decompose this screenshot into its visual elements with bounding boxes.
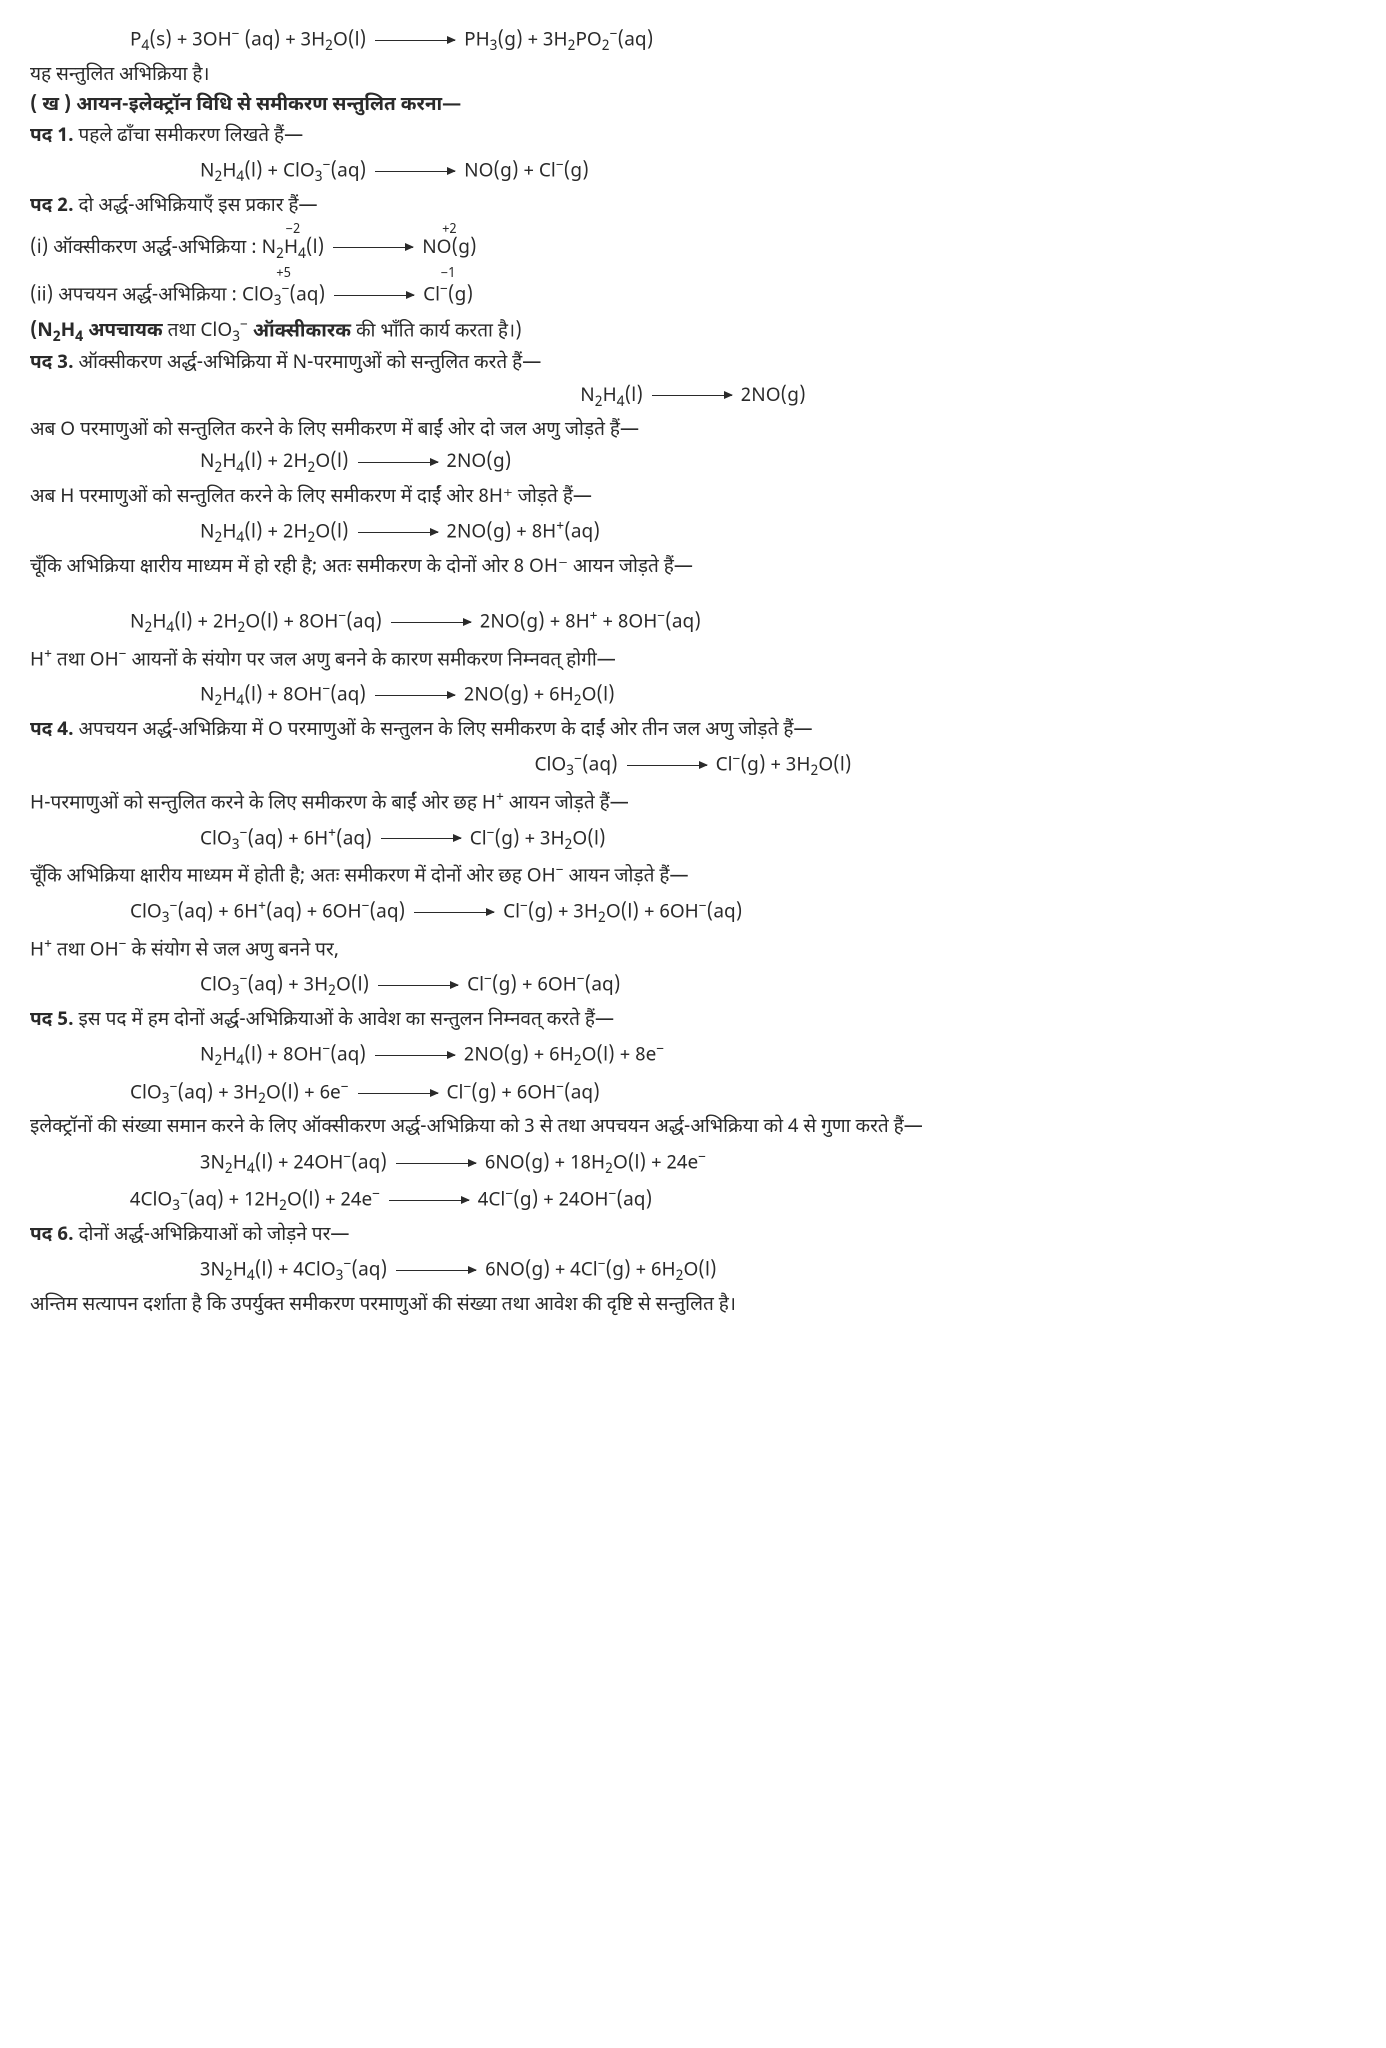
text: पहले ढाँचा समीकरण लिखते हैं— [74,124,304,149]
bold-text: (N2H4 अपचायक [30,319,163,344]
equation: ClO3−(aq) + 6H+(aq) + 6OH−(aq) Cl−(g) + … [30,896,1356,930]
text: (i) ऑक्सीकरण अर्द्ध-अभिक्रिया : [30,236,262,261]
text-line: यह सन्तुलित अभिक्रिया है। [30,62,1356,91]
formula: +2NO(g) [422,235,476,264]
text-line: अब H परमाणुओं को सन्तुलित करने के लिए सम… [30,484,1356,513]
formula: +5ClO3−(aq) [242,279,325,313]
text-line: H+ तथा OH− के संयोग से जल अणु बनने पर, [30,934,1356,966]
text: अपचयन अर्द्ध-अभिक्रिया में O परमाणुओं के… [74,718,813,743]
equation: 3N2H4(l) + 24OH−(aq) 6NO(g) + 18H2O(l) +… [30,1147,1356,1181]
equation: ClO3−(aq) Cl−(g) + 3H2O(l) [30,749,1356,783]
equation: N2H4(l) + 2H2O(l) 2NO(g) [30,449,1356,479]
text: (ii) अपचयन अर्द्ध-अभिक्रिया : [30,284,242,309]
text-line: पद 5. इस पद में हम दोनों अर्द्ध-अभिक्रिय… [30,1007,1356,1036]
equation: N2H4(l) + 8OH−(aq) 2NO(g) + 6H2O(l) [30,679,1356,713]
text-line: H-परमाणुओं को सन्तुलित करने के लिए समीकर… [30,787,1356,819]
step-label: पद 2. [30,194,74,219]
step-label: पद 6. [30,1223,74,1248]
oxidation-state: +2 [422,221,476,241]
equation: N2H4(l) + 2H2O(l) 2NO(g) + 8H+(aq) [30,516,1356,550]
step-label: पद 3. [30,351,74,376]
text-line: (N2H4 अपचायक तथा ClO3− ऑक्सीकारक की भाँत… [30,315,1356,349]
equation: ClO3−(aq) + 3H2O(l) Cl−(g) + 6OH−(aq) [30,969,1356,1003]
formula: −2N2H4(l) [262,235,325,265]
oxidation-state: −2 [262,221,325,241]
text-line: अन्तिम सत्यापन दर्शाता है कि उपर्युक्त स… [30,1292,1356,1321]
text-line: पद 1. पहले ढाँचा समीकरण लिखते हैं— [30,123,1356,152]
equation: N2H4(l) 2NO(g) [30,383,1356,413]
step-label: पद 4. [30,718,74,743]
text: इस पद में हम दोनों अर्द्ध-अभिक्रियाओं के… [74,1008,614,1033]
text: दोनों अर्द्ध-अभिक्रियाओं को जोड़ने पर— [74,1223,350,1248]
text-line: (ii) अपचयन अर्द्ध-अभिक्रिया : +5ClO3−(aq… [30,279,1356,313]
oxidation-state: +5 [242,265,325,285]
heading: ( ख ) आयन-इलेक्ट्रॉन विधि से समीकरण सन्त… [30,92,1356,121]
text: ऑक्सीकरण अर्द्ध-अभिक्रिया में N-परमाणुओं… [74,351,542,376]
equation: ClO3−(aq) + 6H+(aq) Cl−(g) + 3H2O(l) [30,823,1356,857]
text: तथा ClO3− [163,319,253,344]
equation: P4(s) + 3OH− (aq) + 3H2O(l) PH3(g) + 3H2… [30,24,1356,58]
text-line: H+ तथा OH− आयनों के संयोग पर जल अणु बनने… [30,644,1356,676]
text: की भाँति कार्य करता है।) [351,319,522,344]
equation: N2H4(l) + ClO3−(aq) NO(g) + Cl−(g) [30,155,1356,189]
text-line: (i) ऑक्सीकरण अर्द्ध-अभिक्रिया : −2N2H4(l… [30,235,1356,265]
text-line: पद 6. दोनों अर्द्ध-अभिक्रियाओं को जोड़ने… [30,1222,1356,1251]
text-line: पद 3. ऑक्सीकरण अर्द्ध-अभिक्रिया में N-पर… [30,350,1356,379]
formula: −1Cl−(g) [423,279,473,311]
equation: N2H4(l) + 2H2O(l) + 8OH−(aq) 2NO(g) + 8H… [30,606,1356,640]
equation: ClO3−(aq) + 3H2O(l) + 6e− Cl−(g) + 6OH−(… [30,1077,1356,1111]
oxidation-state: −1 [423,265,473,285]
text-line: अब O परमाणुओं को सन्तुलित करने के लिए सम… [30,417,1356,446]
equation: 3N2H4(l) + 4ClO3−(aq) 6NO(g) + 4Cl−(g) +… [30,1254,1356,1288]
text-line: पद 2. दो अर्द्ध-अभिक्रियाएँ इस प्रकार है… [30,193,1356,222]
text: दो अर्द्ध-अभिक्रियाएँ इस प्रकार हैं— [74,194,318,219]
step-label: पद 5. [30,1008,74,1033]
text-line: चूँकि अभिक्रिया क्षारीय माध्यम में होती … [30,860,1356,892]
text-line: पद 4. अपचयन अर्द्ध-अभिक्रिया में O परमाण… [30,717,1356,746]
equation: 4ClO3−(aq) + 12H2O(l) + 24e− 4Cl−(g) + 2… [30,1184,1356,1218]
text-line: इलेक्ट्रॉनों की संख्या समान करने के लिए … [30,1114,1356,1143]
equation: N2H4(l) + 8OH−(aq) 2NO(g) + 6H2O(l) + 8e… [30,1039,1356,1073]
bold-text: ऑक्सीकारक [253,319,351,344]
text-line: चूँकि अभिक्रिया क्षारीय माध्यम में हो रह… [30,554,1356,583]
step-label: पद 1. [30,124,74,149]
